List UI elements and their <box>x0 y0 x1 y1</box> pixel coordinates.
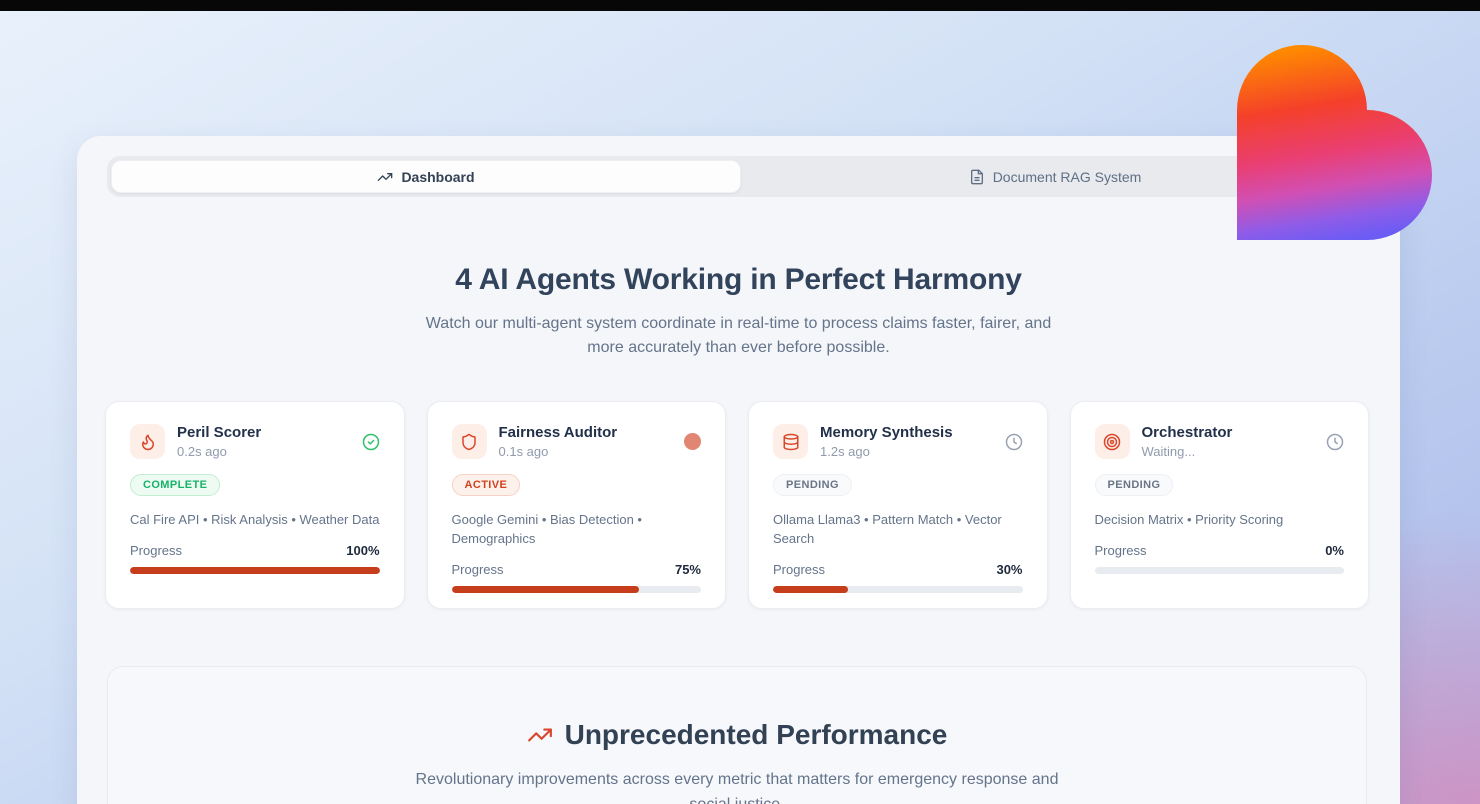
agent-name: Memory Synthesis <box>820 424 953 441</box>
status-badge: ACTIVE <box>451 474 521 496</box>
agent-card-memory-synthesis: Memory Synthesis 1.2s ago PENDING Ollama… <box>748 401 1048 609</box>
shield-icon <box>451 424 487 459</box>
flame-icon <box>130 424 165 459</box>
progress-value: 75% <box>674 561 701 577</box>
document-icon <box>970 169 983 184</box>
agent-cards-row: Peril Scorer 0.2s ago COMPLETE Cal Fire … <box>105 401 1369 609</box>
tab-bar: Dashboard Document RAG System <box>107 156 1373 197</box>
clock-icon <box>1326 433 1344 451</box>
tab-document-rag-system[interactable]: Document RAG System <box>741 160 1369 193</box>
agent-card-peril-scorer: Peril Scorer 0.2s ago COMPLETE Cal Fire … <box>105 401 405 609</box>
progress-bar <box>1094 567 1344 574</box>
page-subtitle: Watch our multi-agent system coordinate … <box>425 315 1052 356</box>
heart-logo <box>1237 45 1432 240</box>
agent-name: Orchestrator <box>1141 424 1233 441</box>
tab-dashboard-label: Dashboard <box>401 168 475 185</box>
agent-last-update: 0.1s ago <box>498 444 549 459</box>
tab-dashboard[interactable]: Dashboard <box>111 160 741 193</box>
hero-section: 4 AI Agents Working in Perfect Harmony W… <box>77 263 1400 360</box>
performance-title: Unprecedented Performance <box>564 719 948 750</box>
agent-last-update: Waiting... <box>1141 444 1196 459</box>
agent-name: Peril Scorer <box>177 424 262 441</box>
progress-label: Progress <box>773 561 826 577</box>
progress-bar <box>130 567 380 574</box>
agent-last-update: 0.2s ago <box>177 444 227 459</box>
status-badge: PENDING <box>773 474 852 496</box>
progress-label: Progress <box>1094 543 1147 558</box>
progress-value: 30% <box>996 561 1023 577</box>
agent-tech-list: Ollama Llama3 • Pattern Match • Vector S… <box>773 512 1002 546</box>
agent-card-fairness-auditor: Fairness Auditor 0.1s ago ACTIVE Google … <box>426 401 726 609</box>
performance-section: Unprecedented Performance Revolutionary … <box>107 666 1367 804</box>
progress-bar-fill <box>451 585 639 593</box>
progress-bar <box>451 585 701 593</box>
target-icon <box>1094 424 1130 459</box>
progress-value: 0% <box>1325 543 1344 558</box>
clock-icon <box>1005 433 1023 451</box>
progress-bar <box>773 585 1023 593</box>
agent-name: Fairness Auditor <box>498 424 618 441</box>
main-panel: Dashboard Document RAG System 4 AI Agent… <box>77 136 1400 804</box>
progress-label: Progress <box>130 543 183 558</box>
performance-subtitle: Revolutionary improvements across every … <box>415 771 1059 804</box>
agent-card-orchestrator: Orchestrator Waiting... PENDING Decision… <box>1069 401 1369 609</box>
agent-tech-list: Cal Fire API • Risk Analysis • Weather D… <box>130 512 380 527</box>
progress-bar-fill <box>773 585 848 593</box>
trending-up-icon <box>527 728 552 742</box>
trending-up-icon <box>378 172 393 181</box>
agent-last-update: 1.2s ago <box>820 444 870 459</box>
page-title: 4 AI Agents Working in Perfect Harmony <box>455 263 1022 296</box>
tab-document-rag-label: Document RAG System <box>992 168 1142 185</box>
check-circle-icon <box>362 433 380 451</box>
progress-label: Progress <box>451 561 504 577</box>
status-badge: PENDING <box>1094 474 1174 496</box>
top-black-bar <box>0 0 1480 11</box>
agent-tech-list: Google Gemini • Bias Detection • Demogra… <box>451 512 642 546</box>
active-pulse-dot <box>684 433 701 450</box>
progress-value: 100% <box>346 543 380 558</box>
progress-bar-fill <box>130 567 380 574</box>
agent-tech-list: Decision Matrix • Priority Scoring <box>1094 512 1284 527</box>
status-badge: COMPLETE <box>130 474 221 496</box>
database-icon <box>773 424 808 459</box>
